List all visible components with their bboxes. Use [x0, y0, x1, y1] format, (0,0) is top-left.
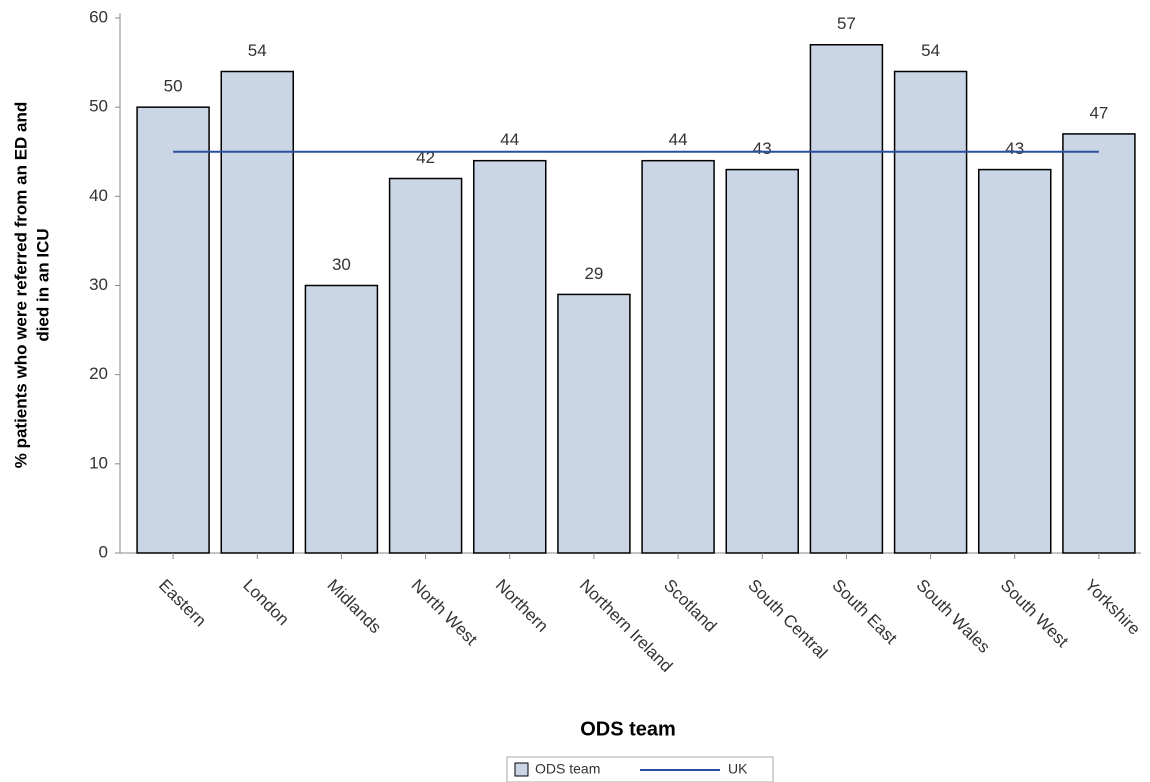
bar — [388, 177, 463, 554]
value-label: 57 — [837, 14, 856, 33]
value-label: 44 — [669, 130, 688, 149]
bar — [725, 168, 799, 554]
bar — [809, 44, 884, 554]
x-tick-label: South Wales — [913, 576, 994, 657]
value-label: 50 — [164, 77, 183, 96]
x-tick-label: North West — [408, 576, 482, 650]
x-tick-label: London — [239, 576, 293, 630]
x-tick-label: Scotland — [660, 576, 720, 636]
value-label: 54 — [921, 41, 940, 60]
bar — [557, 293, 631, 554]
y-tick-label: 0 — [99, 542, 108, 561]
y-tick-label: 60 — [89, 7, 108, 26]
bar — [473, 159, 547, 554]
bar — [893, 70, 968, 554]
value-label: 44 — [500, 130, 519, 149]
x-tick-label: South East — [828, 576, 900, 648]
x-tick-label: Yorkshire — [1081, 576, 1144, 639]
legend-swatch — [514, 762, 529, 777]
x-tick-label: Midlands — [323, 576, 385, 638]
y-tick-label: 20 — [89, 364, 108, 383]
legend-label: ODS team — [535, 761, 600, 777]
x-tick-label: Northern Ireland — [576, 576, 676, 676]
bar — [641, 159, 715, 554]
y-axis-title: % patients who were referred from an ED … — [11, 102, 30, 469]
value-label: 30 — [332, 255, 351, 274]
x-tick-label: Northern — [492, 576, 552, 636]
bar — [978, 168, 1052, 554]
value-label: 43 — [753, 139, 772, 158]
bar — [220, 70, 294, 554]
x-tick-label: South West — [997, 576, 1073, 652]
y-tick-label: 30 — [89, 275, 108, 294]
value-label: 29 — [584, 264, 603, 283]
y-tick-label: 40 — [89, 186, 108, 205]
y-tick-label: 50 — [89, 97, 108, 116]
x-tick-label: Eastern — [155, 576, 210, 631]
value-label: 47 — [1089, 103, 1108, 122]
bar — [136, 106, 210, 554]
value-label: 54 — [248, 41, 267, 60]
x-tick-label: South Central — [744, 576, 831, 663]
legend-label: UK — [728, 761, 748, 777]
y-tick-label: 10 — [89, 453, 108, 472]
value-label: 43 — [1005, 139, 1024, 158]
x-axis-title: ODS team — [580, 718, 676, 740]
y-axis-title: died in an ICU — [33, 228, 52, 341]
bar — [1062, 133, 1136, 554]
bar — [304, 284, 379, 554]
